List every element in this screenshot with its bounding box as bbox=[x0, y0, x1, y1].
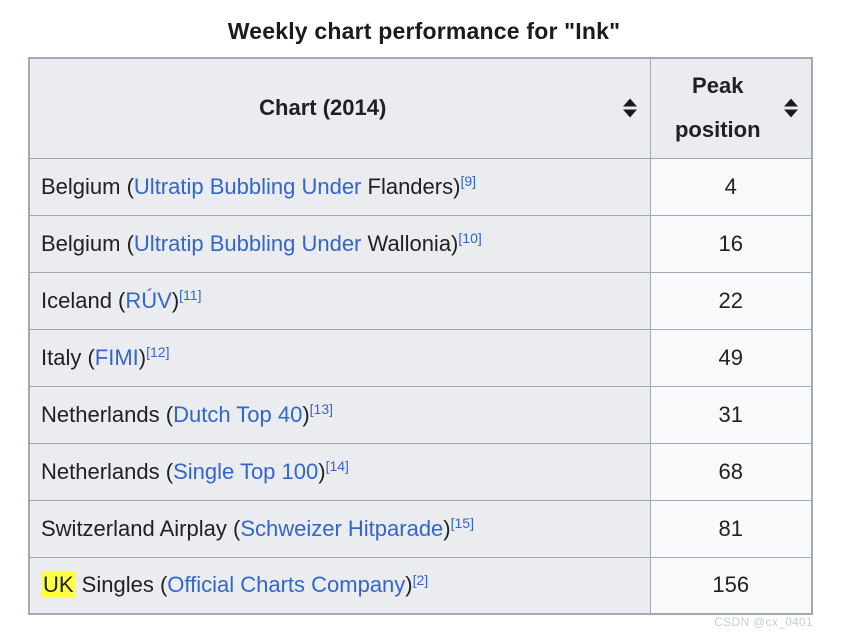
sort-down-arrow-icon bbox=[784, 109, 798, 118]
peak-position-cell: 16 bbox=[649, 214, 813, 273]
page-title: Weekly chart performance for "Ink" bbox=[227, 18, 621, 44]
peak-position-cell: 4 bbox=[649, 157, 813, 216]
reference-link[interactable]: [12] bbox=[146, 343, 170, 360]
reference-link[interactable]: [11] bbox=[179, 286, 202, 303]
chart-prefix: Iceland ( bbox=[41, 287, 126, 313]
peak-position-cell: 31 bbox=[649, 385, 813, 444]
chart-prefix: Netherlands ( bbox=[41, 458, 174, 484]
table-row: Switzerland Airplay (Schweizer Hitparade… bbox=[28, 499, 813, 558]
chart-suffix: ) bbox=[443, 515, 451, 541]
watermark: CSDN @cx_0401 bbox=[714, 615, 813, 629]
chart-prefix: Singles ( bbox=[75, 572, 168, 598]
sort-icon[interactable] bbox=[784, 98, 798, 118]
chart-prefix: Netherlands ( bbox=[41, 401, 174, 427]
peak-position-cell: 156 bbox=[649, 556, 813, 615]
chart-prefix: Italy ( bbox=[41, 344, 95, 370]
chart-cell: Belgium (Ultratip Bubbling Under Walloni… bbox=[28, 214, 651, 273]
chart-performance-table: Chart (2014) Peak position Belgium (Ult bbox=[28, 57, 813, 615]
chart-link[interactable]: Ultratip Bubbling Under bbox=[133, 173, 362, 199]
column-header-chart[interactable]: Chart (2014) bbox=[28, 57, 651, 159]
chart-cell: Italy (FIMI)[12] bbox=[28, 328, 651, 387]
chart-link[interactable]: FIMI bbox=[94, 344, 139, 370]
column-header-peak-position[interactable]: Peak position bbox=[649, 57, 813, 159]
chart-suffix: ) bbox=[318, 458, 326, 484]
table-row: Italy (FIMI)[12] 49 bbox=[28, 328, 813, 387]
chart-cell: Belgium (Ultratip Bubbling Under Flander… bbox=[28, 157, 651, 216]
sort-icon[interactable] bbox=[622, 98, 637, 118]
table-row: UK Singles (Official Charts Company)[2] … bbox=[28, 556, 813, 615]
chart-link[interactable]: Single Top 100 bbox=[173, 458, 319, 484]
column-header-chart-label: Chart (2014) bbox=[259, 95, 387, 121]
chart-cell: UK Singles (Official Charts Company)[2] bbox=[28, 556, 651, 615]
table-row: Iceland (RÚV)[11] 22 bbox=[28, 271, 813, 330]
chart-link[interactable]: Schweizer Hitparade bbox=[240, 515, 444, 541]
chart-cell: Switzerland Airplay (Schweizer Hitparade… bbox=[28, 499, 651, 558]
chart-suffix: ) bbox=[302, 401, 310, 427]
peak-position-cell: 68 bbox=[649, 442, 813, 501]
reference-link[interactable]: [14] bbox=[325, 457, 349, 474]
sort-down-arrow-icon bbox=[622, 109, 637, 118]
reference-link[interactable]: [2] bbox=[412, 571, 429, 588]
chart-suffix: Wallonia) bbox=[361, 230, 459, 256]
chart-suffix: ) bbox=[138, 344, 147, 370]
chart-cell: Netherlands (Dutch Top 40)[13] bbox=[28, 385, 651, 444]
reference-link[interactable]: [9] bbox=[460, 172, 477, 189]
chart-suffix: ) bbox=[171, 287, 180, 313]
chart-suffix: Flanders) bbox=[361, 173, 461, 199]
sort-up-arrow-icon bbox=[622, 98, 637, 107]
chart-link[interactable]: Dutch Top 40 bbox=[173, 401, 303, 427]
peak-position-cell: 22 bbox=[649, 271, 813, 330]
reference-link[interactable]: [13] bbox=[309, 400, 334, 417]
highlight-text: UK bbox=[41, 571, 76, 599]
table-row: Belgium (Ultratip Bubbling Under Flander… bbox=[28, 157, 813, 216]
chart-link[interactable]: Official Charts Company bbox=[167, 572, 406, 598]
chart-link[interactable]: Ultratip Bubbling Under bbox=[133, 230, 362, 256]
reference-link[interactable]: [10] bbox=[458, 229, 482, 246]
header-row: Chart (2014) Peak position bbox=[28, 57, 813, 159]
chart-cell: Iceland (RÚV)[11] bbox=[28, 271, 651, 330]
chart-suffix: ) bbox=[405, 572, 413, 598]
chart-cell: Netherlands (Single Top 100)[14] bbox=[28, 442, 651, 501]
chart-prefix: Belgium ( bbox=[41, 173, 134, 199]
reference-link[interactable]: [15] bbox=[450, 514, 474, 531]
table-row: Belgium (Ultratip Bubbling Under Walloni… bbox=[28, 214, 813, 273]
chart-prefix: Belgium ( bbox=[41, 230, 134, 256]
sort-up-arrow-icon bbox=[784, 98, 798, 107]
table-row: Netherlands (Single Top 100)[14] 68 bbox=[28, 442, 813, 501]
chart-prefix: Switzerland Airplay ( bbox=[41, 515, 241, 541]
peak-position-cell: 81 bbox=[649, 499, 813, 558]
table-row: Netherlands (Dutch Top 40)[13] 31 bbox=[28, 385, 813, 444]
chart-link[interactable]: RÚV bbox=[125, 287, 172, 313]
column-header-peak-label: Peak position bbox=[674, 73, 761, 143]
peak-position-cell: 49 bbox=[649, 328, 813, 387]
